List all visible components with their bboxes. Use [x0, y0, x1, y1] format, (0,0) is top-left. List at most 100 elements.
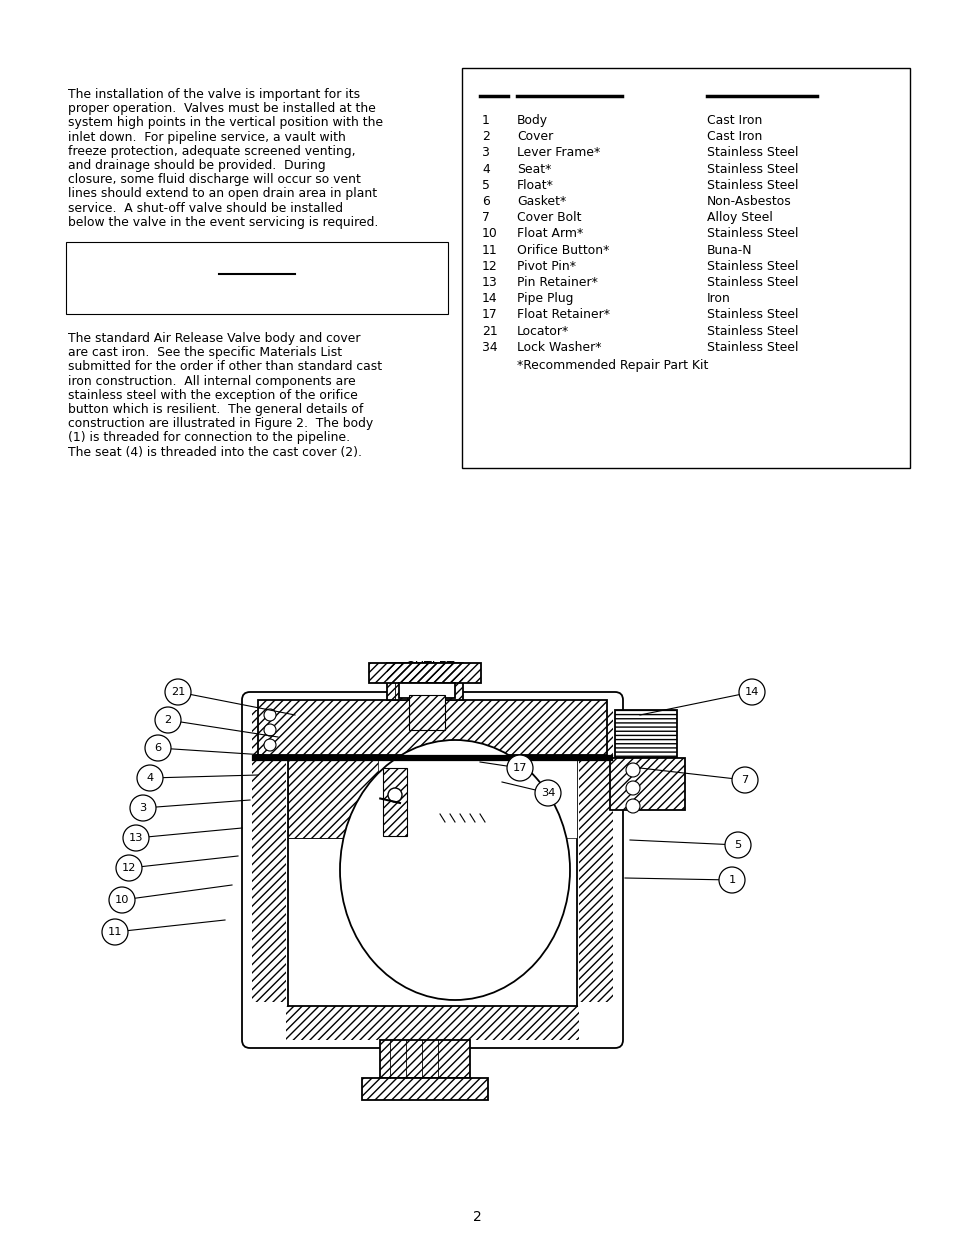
Text: Cover: Cover: [517, 130, 553, 143]
Text: Stainless Steel: Stainless Steel: [706, 259, 798, 273]
Bar: [609, 758, 684, 810]
Bar: [286, 1007, 578, 1040]
Text: Buna-N: Buna-N: [706, 243, 752, 257]
Bar: [288, 760, 377, 839]
Circle shape: [137, 764, 163, 790]
Text: 11: 11: [108, 927, 122, 937]
Text: 2: 2: [481, 130, 489, 143]
Text: Pivot Pin*: Pivot Pin*: [517, 259, 576, 273]
Text: 7: 7: [481, 211, 489, 225]
Text: Stainless Steel: Stainless Steel: [706, 179, 798, 191]
Text: inlet down.  For pipeline service, a vault with: inlet down. For pipeline service, a vaul…: [68, 131, 346, 143]
Circle shape: [102, 919, 128, 945]
Text: Stainless Steel: Stainless Steel: [706, 147, 798, 159]
Text: Pipe Plug: Pipe Plug: [517, 293, 573, 305]
Text: 34: 34: [481, 341, 497, 353]
Bar: [288, 760, 577, 839]
Circle shape: [731, 767, 758, 793]
Text: stainless steel with the exception of the orifice: stainless steel with the exception of th…: [68, 389, 357, 401]
Text: 13: 13: [481, 275, 497, 289]
Circle shape: [739, 679, 764, 705]
Bar: [257, 700, 606, 755]
Circle shape: [145, 735, 171, 761]
Text: Cast Iron: Cast Iron: [706, 114, 761, 127]
Circle shape: [264, 724, 275, 736]
Text: 5: 5: [734, 840, 740, 850]
Bar: [361, 1078, 488, 1100]
Text: *Recommended Repair Part Kit: *Recommended Repair Part Kit: [517, 359, 708, 372]
Bar: [461, 68, 909, 468]
Text: 6: 6: [481, 195, 489, 207]
Text: Pin Retainer*: Pin Retainer*: [517, 275, 598, 289]
Text: iron construction.  All internal components are: iron construction. All internal componen…: [68, 374, 355, 388]
Text: 12: 12: [481, 259, 497, 273]
Text: closure, some fluid discharge will occur so vent: closure, some fluid discharge will occur…: [68, 173, 360, 186]
Circle shape: [724, 832, 750, 858]
Text: Cast Iron: Cast Iron: [706, 130, 761, 143]
Circle shape: [719, 867, 744, 893]
Text: submitted for the order if other than standard cast: submitted for the order if other than st…: [68, 361, 382, 373]
Text: Body: Body: [517, 114, 548, 127]
Bar: [361, 1078, 488, 1100]
Text: 2: 2: [164, 715, 172, 725]
Text: are cast iron.  See the specific Materials List: are cast iron. See the specific Material…: [68, 346, 342, 359]
Text: 2: 2: [472, 1210, 481, 1224]
Circle shape: [506, 755, 533, 781]
Text: service.  A shut-off valve should be installed: service. A shut-off valve should be inst…: [68, 201, 343, 215]
Text: Stainless Steel: Stainless Steel: [706, 309, 798, 321]
Bar: [609, 758, 684, 810]
Text: The standard Air Release Valve body and cover: The standard Air Release Valve body and …: [68, 332, 360, 345]
Circle shape: [264, 739, 275, 751]
Text: Non-Asbestos: Non-Asbestos: [706, 195, 791, 207]
Text: Alloy Steel: Alloy Steel: [706, 211, 772, 225]
Text: 34: 34: [540, 788, 555, 798]
Text: Stainless Steel: Stainless Steel: [706, 325, 798, 337]
Text: and drainage should be provided.  During: and drainage should be provided. During: [68, 159, 325, 172]
Text: 1: 1: [481, 114, 489, 127]
Text: 11: 11: [481, 243, 497, 257]
Text: 21: 21: [171, 687, 185, 697]
Text: 10: 10: [114, 895, 129, 905]
Text: 14: 14: [744, 687, 759, 697]
Circle shape: [625, 799, 639, 813]
Text: 14: 14: [481, 293, 497, 305]
Bar: [578, 710, 613, 1002]
Bar: [398, 683, 455, 698]
Text: OUTLET: OUTLET: [405, 659, 455, 673]
Text: (1) is threaded for connection to the pipeline.: (1) is threaded for connection to the pi…: [68, 431, 350, 445]
Text: 17: 17: [512, 763, 527, 773]
Text: 17: 17: [481, 309, 497, 321]
Text: Locator*: Locator*: [517, 325, 569, 337]
Text: Stainless Steel: Stainless Steel: [706, 275, 798, 289]
Bar: [382, 768, 407, 836]
Circle shape: [154, 706, 181, 734]
Text: Float Retainer*: Float Retainer*: [517, 309, 609, 321]
Bar: [409, 695, 444, 730]
Text: proper operation.  Valves must be installed at the: proper operation. Valves must be install…: [68, 103, 375, 115]
Bar: [615, 710, 677, 758]
Text: Seat*: Seat*: [517, 163, 551, 175]
Text: 13: 13: [129, 832, 143, 844]
Text: Iron: Iron: [706, 293, 730, 305]
Text: Lever Frame*: Lever Frame*: [517, 147, 599, 159]
Circle shape: [123, 825, 149, 851]
Bar: [66, 242, 448, 314]
Text: 21: 21: [481, 325, 497, 337]
FancyBboxPatch shape: [242, 692, 622, 1049]
Text: 3: 3: [139, 803, 147, 813]
Bar: [615, 710, 677, 758]
Text: Stainless Steel: Stainless Steel: [706, 227, 798, 241]
Text: Float*: Float*: [517, 179, 554, 191]
Circle shape: [130, 795, 156, 821]
Circle shape: [388, 788, 401, 802]
Text: 4: 4: [146, 773, 153, 783]
Text: INLET: INLET: [412, 1082, 447, 1095]
Text: The installation of the valve is important for its: The installation of the valve is importa…: [68, 88, 359, 101]
Text: lines should extend to an open drain area in plant: lines should extend to an open drain are…: [68, 188, 376, 200]
Text: system high points in the vertical position with the: system high points in the vertical posit…: [68, 116, 383, 130]
Text: Float Arm*: Float Arm*: [517, 227, 582, 241]
Text: Stainless Steel: Stainless Steel: [706, 341, 798, 353]
Bar: [369, 663, 480, 683]
Circle shape: [165, 679, 191, 705]
Bar: [409, 695, 444, 730]
